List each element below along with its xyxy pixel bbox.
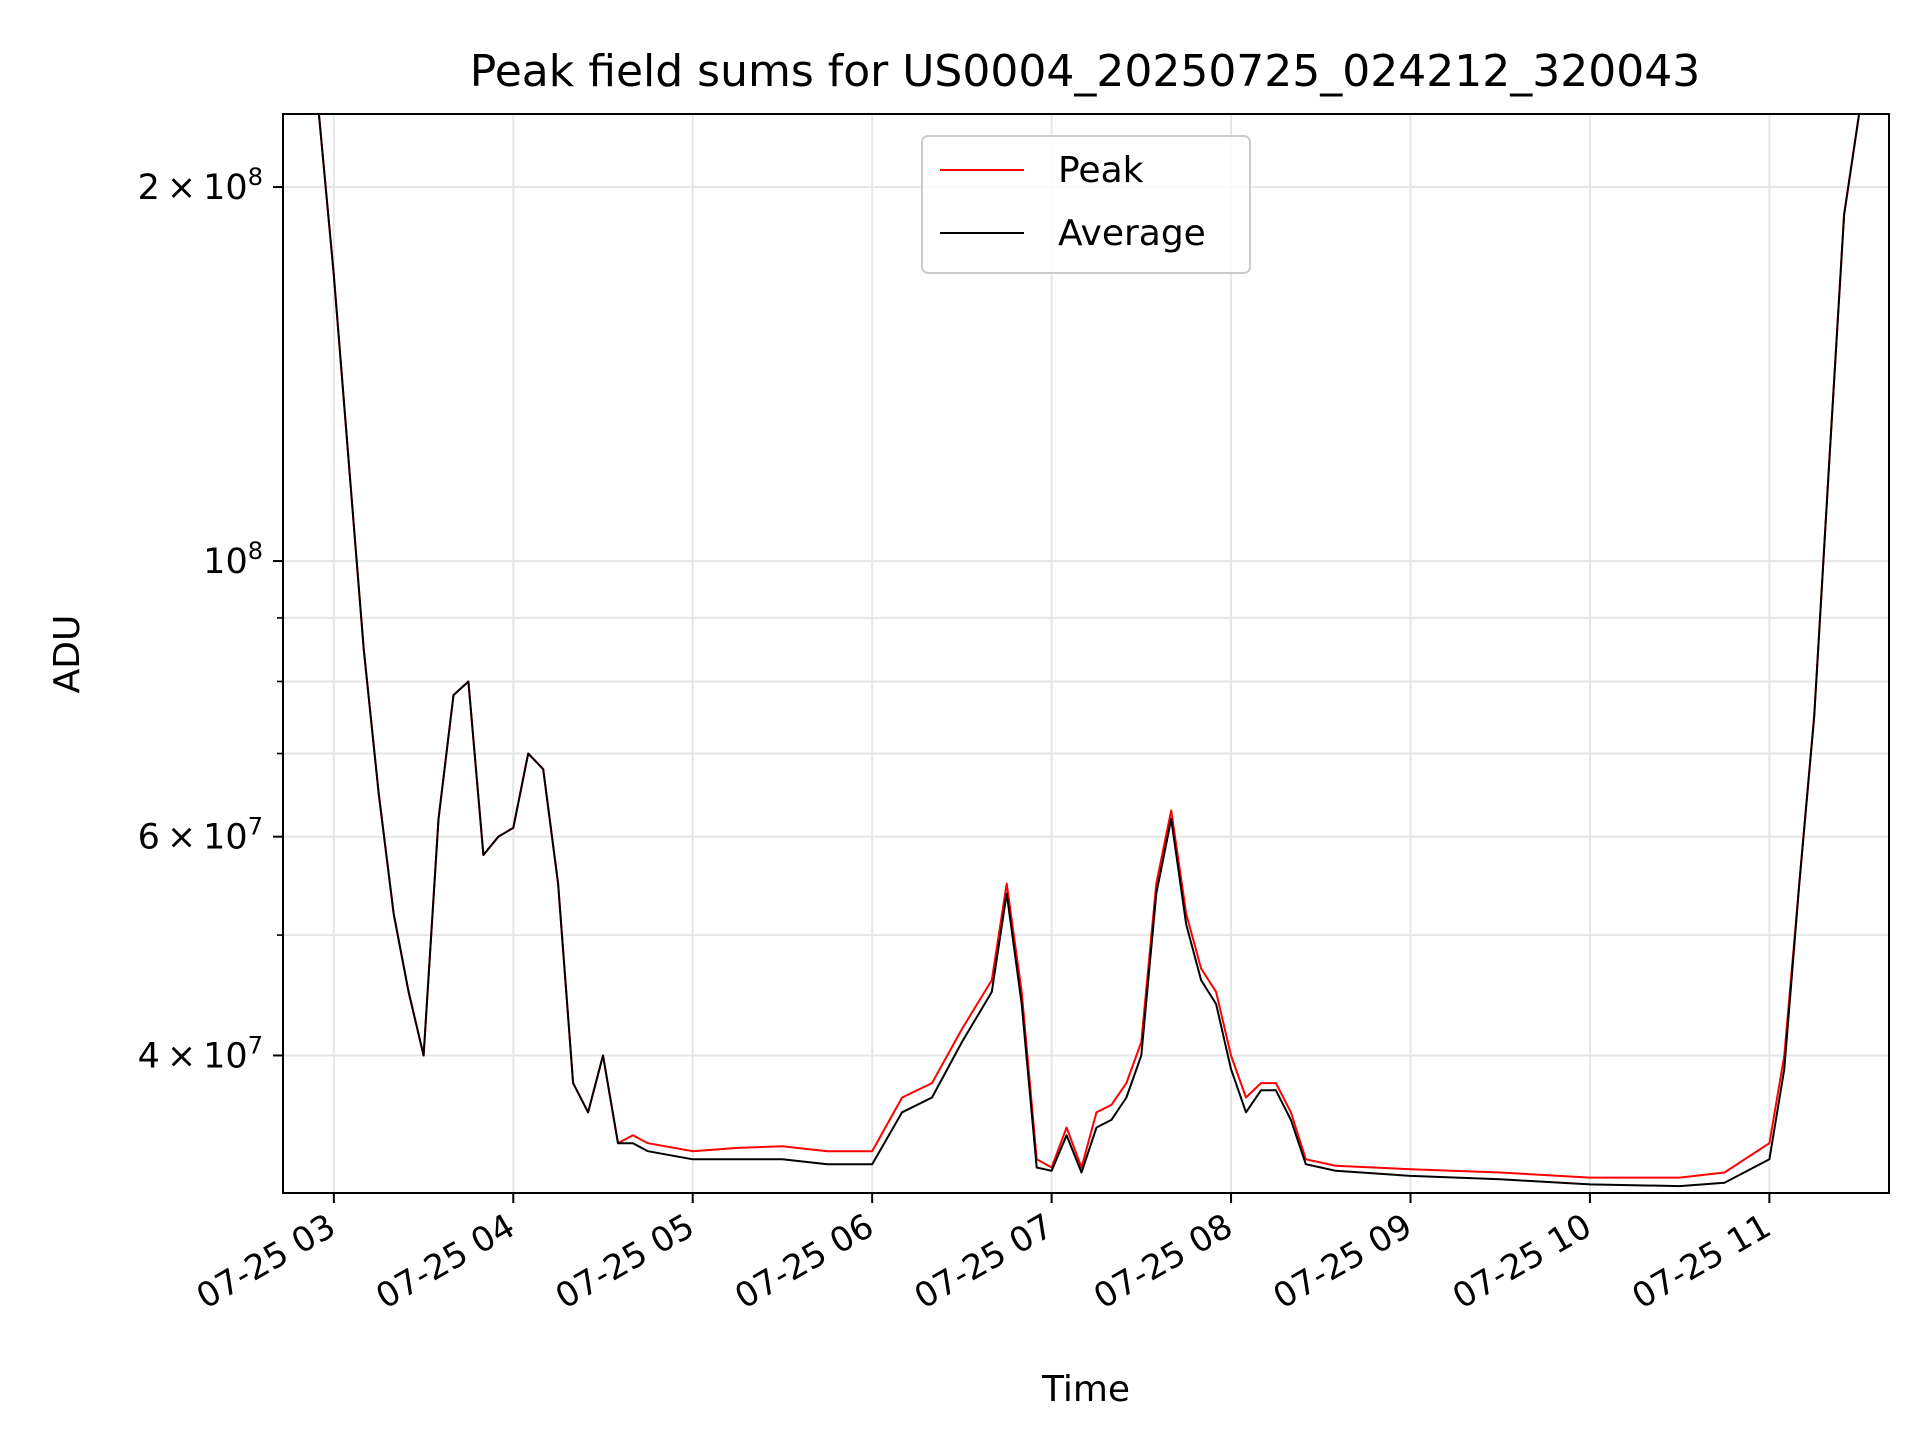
y-tick-label: 6 × 107 [138, 813, 263, 858]
legend: Peak Average [921, 135, 1251, 274]
y-axis-label: ADU [47, 615, 88, 694]
legend-label-average: Average [1058, 213, 1206, 254]
legend-label-peak: Peak [1058, 150, 1144, 191]
series-line-average [283, 113, 1889, 1188]
grid-lines [283, 114, 1889, 1193]
series-lines [283, 113, 1889, 1188]
y-tick-label: 4 × 107 [138, 1031, 263, 1076]
x-axis-label: Time [1041, 1369, 1130, 1410]
chart-title: Peak field sums for US0004_20250725_0242… [470, 46, 1700, 97]
y-tick-label: 2 × 108 [138, 163, 263, 208]
plot-area-frame [282, 113, 1890, 1194]
